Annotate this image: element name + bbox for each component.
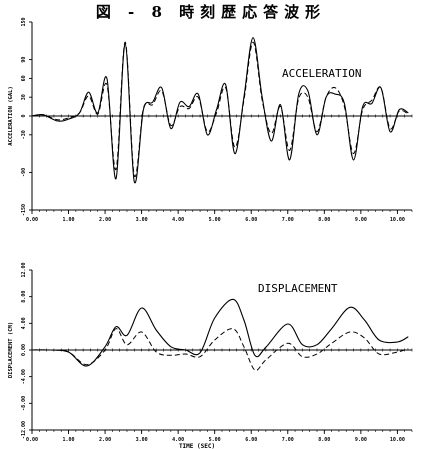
chart2-y-axis-label: DISPLACEMENT (CM) <box>8 322 14 378</box>
chart1-y-tick-label: 30 <box>21 94 27 100</box>
chart2-y-tick-label: -4.00 <box>21 369 27 384</box>
chart1-y-tick-label: 90 <box>21 57 27 63</box>
chart1-x-tick-label: 0.00 <box>26 217 38 223</box>
chart1-x-tick-label: 8.00 <box>318 217 330 223</box>
chart1-x-tick-label: 3.00 <box>136 217 148 223</box>
chart1-annotation: ACCELERATION <box>282 67 361 80</box>
chart2-y-tick-label: -12.00 <box>21 421 27 439</box>
chart2-y-tick-label: 4.00 <box>21 317 27 329</box>
chart2-x-tick-label: 3.00 <box>136 437 148 443</box>
chart2-x-tick-label: 10.00 <box>390 437 405 443</box>
chart1-series-dashed <box>31 41 409 178</box>
chart2-x-tick-label: 8.00 <box>318 437 330 443</box>
chart2-series-solid <box>31 298 409 367</box>
chart2-y-tick-label: 8.00 <box>21 291 27 303</box>
chart1-x-tick-label: 7.00 <box>282 217 294 223</box>
chart1-x-tick-label: 2.00 <box>99 217 111 223</box>
chart2-series-dashed <box>31 328 409 371</box>
chart2-x-tick-label: 5.00 <box>209 437 221 443</box>
chart1-y-tick-label: 0 <box>21 114 27 117</box>
chart2-y-tick-label: 0.00 <box>21 344 27 356</box>
chart1-y-axis-label: ACCELERATION (GAL) <box>8 86 14 146</box>
chart2-annotation: DISPLACEMENT <box>258 282 338 295</box>
chart1-series-solid <box>31 37 409 184</box>
chart2-x-tick-label: 9.00 <box>355 437 367 443</box>
chart1-x-tick-label: 9.00 <box>355 217 367 223</box>
chart2-x-tick-label: 2.00 <box>99 437 111 443</box>
chart2-y-tick-label: 12.00 <box>21 262 27 277</box>
chart1-x-tick-label: 5.00 <box>209 217 221 223</box>
chart1-x-tick-label: 4.00 <box>172 217 184 223</box>
chart1-y-tick-label: -90 <box>21 168 27 177</box>
chart2-x-tick-label: 6.00 <box>245 437 257 443</box>
chart1-y-tick-label: -150 <box>21 204 27 216</box>
chart1-y-tick-label: 60 <box>21 75 27 81</box>
chart1-y-tick-label: 150 <box>21 17 27 26</box>
chart2-y-tick-label: -8.00 <box>21 396 27 411</box>
chart2-x-tick-label: 7.00 <box>282 437 294 443</box>
chart1-x-tick-label: 6.00 <box>245 217 257 223</box>
chart2-x-tick-label: 4.00 <box>172 437 184 443</box>
page-title: 図 - 8 時刻歴応答波形 <box>95 3 327 21</box>
chart2-x-tick-label: 1.00 <box>63 437 75 443</box>
chart1-x-tick-label: 10.00 <box>390 217 405 223</box>
chart2-x-tick-label: 0.00 <box>26 437 38 443</box>
chart1-x-tick-label: 1.00 <box>63 217 75 223</box>
chart1-y-tick-label: -30 <box>21 130 27 139</box>
chart2-x-axis-label: TIME (SEC) <box>179 443 215 449</box>
